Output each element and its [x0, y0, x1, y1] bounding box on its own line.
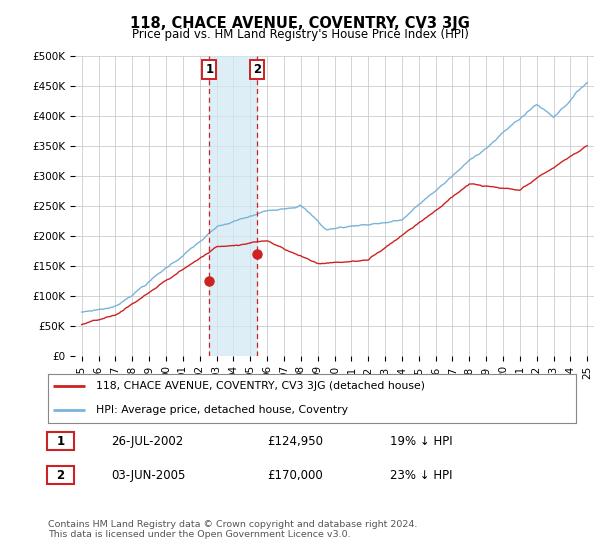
Text: Contains HM Land Registry data © Crown copyright and database right 2024.
This d: Contains HM Land Registry data © Crown c… — [48, 520, 418, 539]
Text: 19% ↓ HPI: 19% ↓ HPI — [390, 435, 452, 449]
Text: 118, CHACE AVENUE, COVENTRY, CV3 3JG: 118, CHACE AVENUE, COVENTRY, CV3 3JG — [130, 16, 470, 31]
Text: HPI: Average price, detached house, Coventry: HPI: Average price, detached house, Cove… — [95, 405, 347, 416]
Text: 2: 2 — [253, 63, 262, 76]
Text: 26-JUL-2002: 26-JUL-2002 — [111, 435, 183, 449]
Text: £124,950: £124,950 — [267, 435, 323, 449]
Text: 1: 1 — [205, 63, 214, 76]
Bar — [209, 56, 257, 356]
Text: Price paid vs. HM Land Registry's House Price Index (HPI): Price paid vs. HM Land Registry's House … — [131, 28, 469, 41]
Text: 03-JUN-2005: 03-JUN-2005 — [111, 469, 185, 482]
Text: 1: 1 — [56, 435, 65, 449]
Text: 2: 2 — [56, 469, 65, 482]
Text: 118, CHACE AVENUE, COVENTRY, CV3 3JG (detached house): 118, CHACE AVENUE, COVENTRY, CV3 3JG (de… — [95, 381, 425, 391]
Text: 23% ↓ HPI: 23% ↓ HPI — [390, 469, 452, 482]
Text: £170,000: £170,000 — [267, 469, 323, 482]
